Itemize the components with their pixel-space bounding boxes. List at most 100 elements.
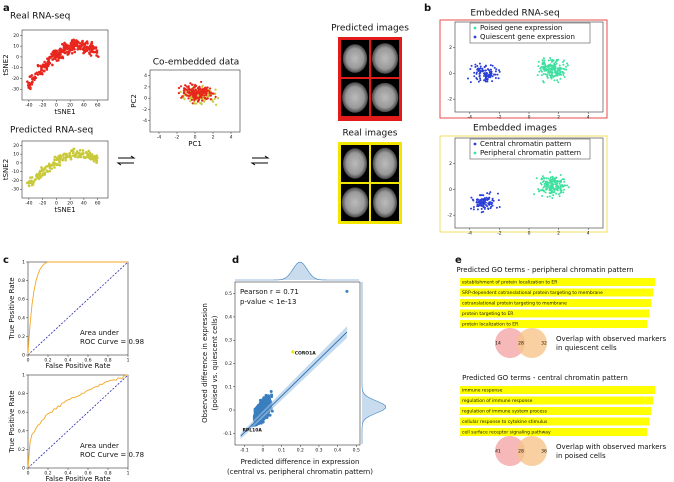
- point: [559, 189, 562, 192]
- point: [184, 93, 188, 96]
- point: [35, 175, 38, 178]
- point: [483, 66, 486, 69]
- point: [488, 192, 491, 195]
- point: [256, 409, 260, 413]
- point: [557, 185, 560, 188]
- point: [567, 186, 570, 189]
- point: [203, 96, 207, 99]
- point: [494, 70, 497, 73]
- go-bar: [460, 386, 655, 394]
- point: [204, 92, 208, 96]
- point: [563, 68, 566, 71]
- point: [479, 198, 482, 201]
- go-bar: [460, 278, 655, 286]
- point: [51, 58, 54, 61]
- point: [565, 68, 568, 71]
- y-tick-label: -4: [143, 118, 148, 124]
- point: [185, 88, 188, 91]
- point: [78, 148, 82, 152]
- point: [189, 100, 192, 103]
- point: [469, 67, 472, 70]
- point: [559, 72, 562, 75]
- point: [477, 69, 480, 72]
- point: [42, 169, 45, 172]
- x-axis-label: tSNE1: [54, 206, 75, 214]
- y-tick-label: 0.8: [18, 278, 25, 284]
- point: [478, 75, 481, 78]
- point: [476, 78, 479, 81]
- go-bar: [460, 407, 651, 415]
- point: [50, 55, 53, 59]
- go-term: regulation of immune response: [462, 398, 533, 404]
- point: [82, 48, 86, 52]
- point: [489, 72, 492, 75]
- x-tick-label: 0: [194, 135, 197, 141]
- plot-title: Embedded images: [473, 124, 557, 134]
- point: [42, 69, 46, 73]
- point: [486, 192, 489, 195]
- y-tick-label: 0.2: [18, 334, 25, 340]
- venn-count: 41: [495, 449, 501, 455]
- point: [177, 86, 181, 90]
- point: [481, 67, 484, 70]
- go-title: Predicted GO terms - peripheral chromati…: [456, 266, 633, 274]
- point: [541, 62, 544, 65]
- point: [487, 208, 490, 211]
- x-tick-label: 1: [127, 471, 130, 477]
- x-tick-label: 0: [27, 471, 30, 477]
- point: [64, 158, 67, 162]
- point: [476, 198, 479, 201]
- x-tick-label: 0.4: [64, 471, 71, 477]
- point: [556, 189, 559, 192]
- point: [55, 59, 59, 62]
- point: [473, 71, 476, 74]
- roc-curve: [27, 261, 128, 355]
- point: [479, 70, 482, 73]
- point: [491, 197, 494, 200]
- point: [94, 46, 98, 49]
- point: [552, 183, 555, 186]
- point: [214, 92, 217, 96]
- highlight: [291, 350, 295, 354]
- point: [541, 59, 544, 62]
- go-bar: [460, 320, 647, 328]
- point: [74, 153, 77, 156]
- point: [479, 79, 482, 82]
- point: [542, 80, 545, 83]
- point: [264, 404, 268, 408]
- point: [566, 62, 569, 65]
- venn-circle: [495, 328, 525, 358]
- venn-count: 32: [541, 341, 547, 347]
- legend-label: Poised gene expression: [480, 24, 562, 32]
- point: [187, 85, 190, 88]
- point: [30, 183, 34, 187]
- point: [477, 80, 480, 83]
- plot-title: Predicted images: [331, 24, 409, 34]
- point: [533, 193, 536, 196]
- point: [495, 206, 498, 209]
- point: [550, 72, 553, 75]
- point: [181, 95, 184, 98]
- point: [63, 152, 66, 156]
- point: [265, 396, 269, 400]
- point: [489, 64, 492, 67]
- venn-circle: [517, 436, 547, 466]
- go-term: establishment of protein localization to…: [462, 280, 557, 286]
- point: [548, 191, 551, 194]
- y-tick-label: -2: [448, 213, 453, 219]
- x-tick-label: 0: [27, 358, 30, 364]
- x-tick-label: 0.5: [353, 448, 360, 454]
- point: [33, 179, 36, 182]
- point: [469, 81, 472, 84]
- point: [476, 68, 479, 71]
- point: [177, 91, 180, 95]
- point: [70, 39, 74, 42]
- point: [551, 182, 554, 185]
- venn-count: 28: [518, 341, 524, 347]
- point: [535, 177, 538, 180]
- point: [261, 418, 265, 422]
- point: [28, 75, 32, 79]
- annotation: Overlap with observed markers: [556, 443, 666, 451]
- y-tick-label: -20: [12, 178, 19, 184]
- y-tick-label: 0: [449, 187, 452, 193]
